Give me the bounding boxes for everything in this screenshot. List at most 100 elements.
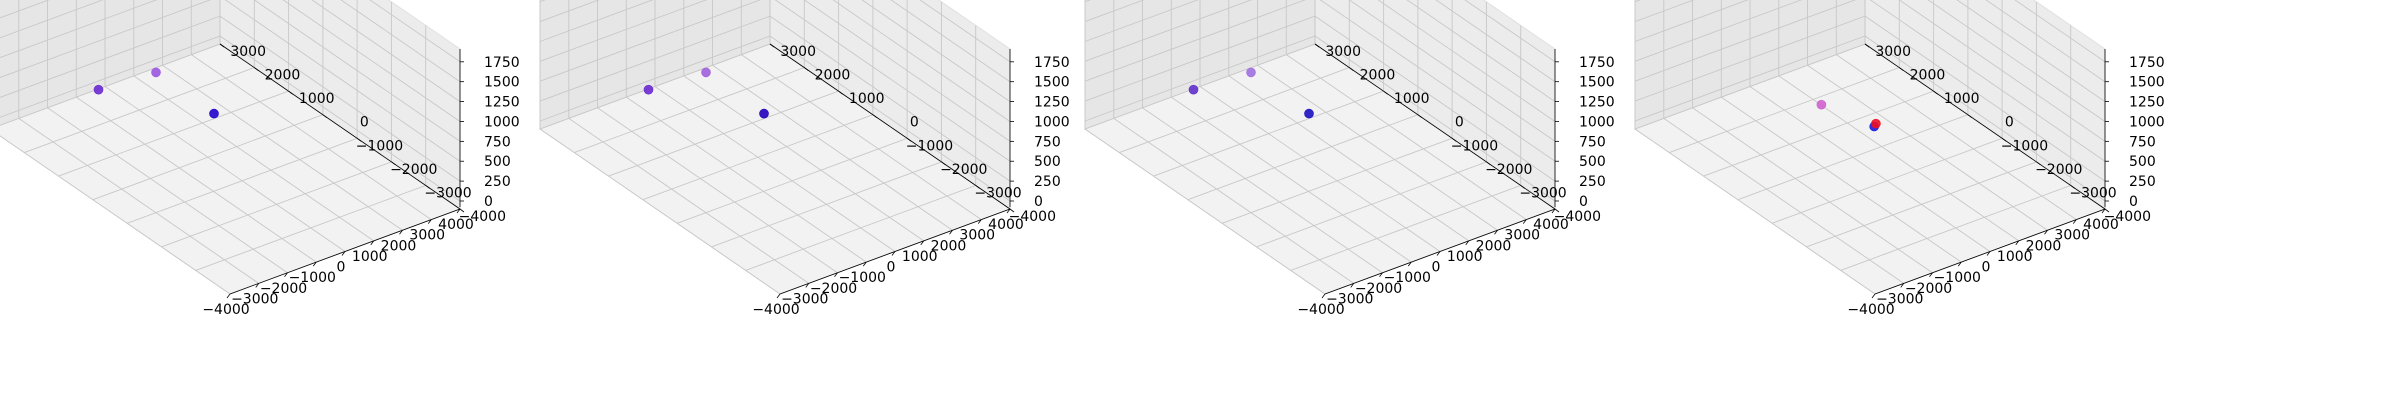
x-tick (255, 283, 260, 288)
y-tick-label: −1000 (1451, 138, 1498, 154)
y-tick (356, 137, 362, 142)
x-tick (1436, 251, 1441, 256)
grid-line-z (2014, 0, 2106, 63)
y-tick-label: −3000 (1519, 185, 1566, 201)
z-tick-label: 0 (484, 194, 493, 210)
y-tick-label: 3000 (1325, 44, 1361, 60)
y-tick-labels: −4000 −3000 −2000 −1000 0 1000 2000 3000 (1864, 43, 2151, 225)
x-tick-label: 1000 (1447, 249, 1483, 265)
z-tick-label: 500 (2129, 154, 2156, 170)
x-tick-label: −3000 (1876, 291, 1923, 307)
z-tick-label: 1000 (484, 114, 520, 130)
y-tick (391, 161, 396, 166)
x-tick-label: 0 (1982, 260, 1991, 276)
x-tick (1379, 272, 1383, 277)
grid-line-z (1634, 0, 2106, 83)
x-tick (1900, 283, 1905, 288)
y-tick-label: −2000 (390, 162, 437, 178)
x-tick (776, 293, 781, 299)
x-tick-label: −3000 (1326, 291, 1373, 307)
grid-line-z (0, 0, 461, 102)
x-tick-label: −2000 (1905, 281, 1952, 297)
grid-line-z (340, 0, 461, 83)
z-tick-label: 1500 (484, 75, 520, 91)
y-tick (459, 208, 465, 213)
grid-line-z (1084, 0, 1556, 83)
z-tick-label: 1750 (1034, 55, 1070, 71)
z-tick-label: 1000 (1034, 114, 1070, 130)
x-tick-label: 3000 (409, 228, 445, 244)
z-tick-labels: 0 250 500 750 1000 1250 1500 1750 (2105, 55, 2165, 210)
x-tick-label: 3000 (2054, 228, 2090, 244)
grid-line-z (539, 0, 1011, 162)
grid-line-z (1084, 15, 1556, 182)
grid-line-z (0, 0, 461, 122)
z-tick-label: 750 (1579, 134, 1606, 150)
y-axis-line (769, 43, 1011, 210)
y-tick-label: −3000 (2069, 185, 2116, 201)
y-tick-label: −3000 (974, 185, 1021, 201)
x-tick-label: 4000 (2083, 217, 2119, 233)
y-tick (1899, 67, 1904, 71)
z-tick-label: 750 (2129, 134, 2156, 150)
y-tick-labels: −4000 −3000 −2000 −1000 0 1000 2000 3000 (1314, 43, 1601, 225)
y-tick-label: −1000 (2001, 138, 2048, 154)
z-tick-label: 250 (1579, 174, 1606, 190)
x-tick-label: 3000 (959, 228, 995, 244)
y-tick-label: 1000 (849, 91, 885, 107)
z-tick-label: 1750 (2129, 55, 2165, 71)
x-tick (399, 230, 403, 235)
x-tick (1551, 208, 1556, 214)
grid-line-z (1084, 0, 1556, 122)
x-tick-label: 0 (887, 260, 896, 276)
y-tick-labels: −4000 −3000 −2000 −1000 0 1000 2000 3000 (219, 43, 506, 225)
z-tick-label: 750 (484, 134, 511, 150)
grid-line-z (919, 0, 1011, 63)
z-tick-label: 1500 (1034, 75, 1070, 91)
x-tick (1871, 293, 1876, 299)
x-tick-label: −1000 (839, 270, 886, 286)
x-tick-label: −2000 (260, 281, 307, 297)
x-tick-label: −2000 (810, 281, 857, 297)
x-tick (1321, 293, 1326, 299)
y-tick (1933, 90, 1938, 95)
x-tick (1986, 251, 1991, 256)
y-tick (2036, 161, 2041, 166)
x-tick (1350, 283, 1355, 288)
data-point (93, 84, 104, 95)
data-point (759, 108, 769, 119)
x-tick-label: 2000 (381, 238, 417, 254)
x-tick-label: 2000 (2026, 238, 2062, 254)
z-tick-label: 500 (1034, 154, 1061, 170)
grid-line-z (1084, 0, 1556, 102)
y-tick-label: 1000 (299, 91, 335, 107)
x-tick-label: 1000 (902, 249, 938, 265)
y-tick-label: −2000 (1485, 162, 1532, 178)
y-tick (906, 137, 912, 142)
x-tick (456, 208, 461, 214)
y-tick-labels: −4000 −3000 −2000 −1000 0 1000 2000 3000 (769, 43, 1056, 225)
x-tick-label: −1000 (1384, 270, 1431, 286)
x-tick (1407, 261, 1412, 267)
grid-line-z (539, 0, 1011, 122)
grid-line-z (1634, 0, 2106, 142)
x-tick (805, 283, 810, 288)
y-tick (2001, 137, 2007, 142)
z-tick-label: 1250 (1034, 95, 1070, 111)
grid-line-z (1634, 0, 2106, 102)
z-tick-labels: 0 250 500 750 1000 1250 1500 1750 (1010, 55, 1070, 210)
x-tick (834, 272, 838, 277)
x-tick-label: 4000 (438, 217, 474, 233)
z-tick-label: 500 (484, 154, 511, 170)
x-tick (427, 219, 432, 224)
scatter-points (93, 67, 219, 119)
z-tick-label: 0 (2129, 194, 2138, 210)
y-tick-label: −2000 (2035, 162, 2082, 178)
z-tick-labels: 0 250 500 750 1000 1250 1500 1750 (460, 55, 520, 210)
y-tick-label: −1000 (356, 138, 403, 154)
grid-line-z (1634, 15, 2106, 182)
y-tick-label: −4000 (1009, 209, 1056, 225)
grid-line-z (1084, 0, 1556, 142)
